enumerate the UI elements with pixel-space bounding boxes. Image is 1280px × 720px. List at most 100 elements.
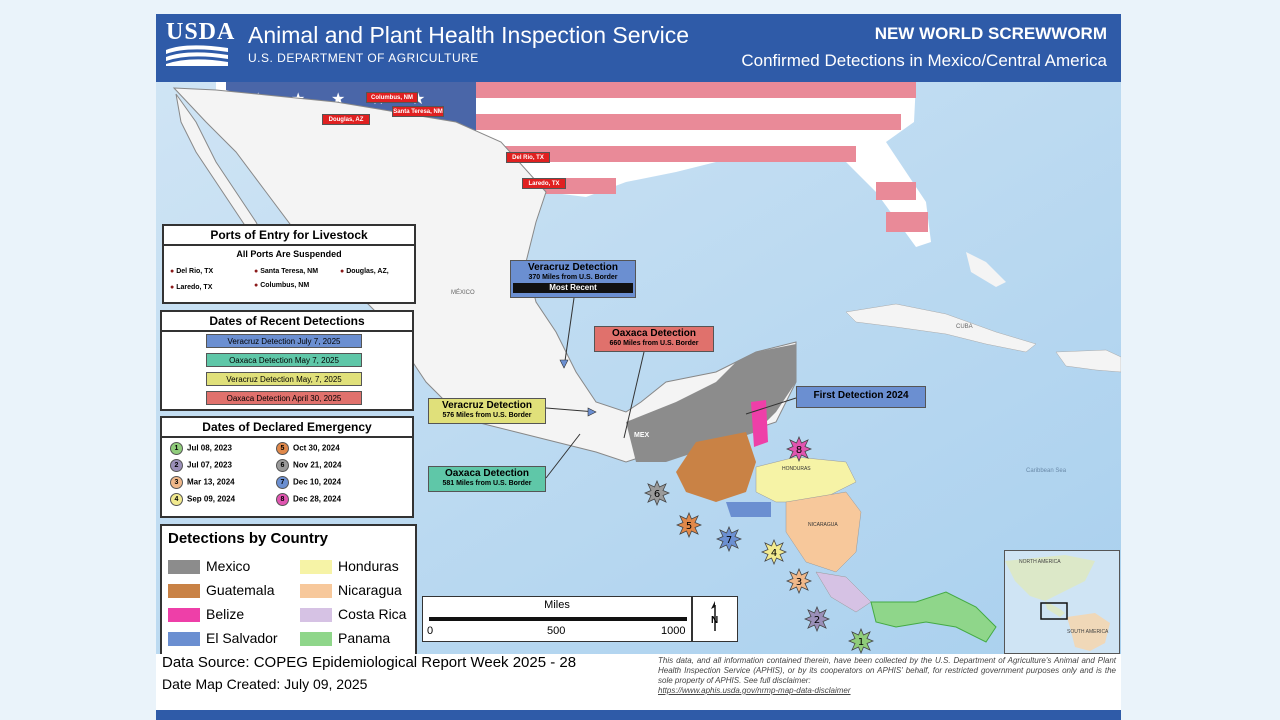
emergency-star-icon: 3 bbox=[170, 476, 183, 489]
port-douglas: ● Douglas, AZ, bbox=[340, 268, 389, 275]
map-label-mex: MEX bbox=[634, 432, 650, 439]
emergency-item: 1 Jul 08, 2023 bbox=[170, 442, 232, 455]
callout-veracruz-recent-sub: 370 Miles from U.S. Border bbox=[528, 274, 618, 281]
svg-text:4: 4 bbox=[771, 548, 777, 559]
country-swatch bbox=[168, 560, 200, 574]
callout-oaxaca-581: Oaxaca Detection 581 Miles from U.S. Bor… bbox=[428, 466, 546, 492]
port-columbus: ● Columbus, NM bbox=[254, 282, 310, 289]
svg-text:1: 1 bbox=[858, 637, 864, 648]
scale-tick-0: 0 bbox=[427, 625, 434, 637]
emergency-date: Nov 21, 2024 bbox=[293, 460, 342, 470]
department-name: U.S. DEPARTMENT OF AGRICULTURE bbox=[248, 51, 479, 65]
emergency-item: 3 Mar 13, 2024 bbox=[170, 476, 235, 489]
emergency-star-icon: 4 bbox=[170, 493, 183, 506]
north-arrow-icon bbox=[711, 601, 716, 631]
ports-status: All Ports Are Suspended bbox=[236, 249, 342, 259]
emergency-date: Dec 28, 2024 bbox=[293, 494, 342, 504]
country-label: Mexico bbox=[206, 558, 251, 574]
disclaimer-link[interactable]: https://www.aphis.usda.gov/nrmp-map-data… bbox=[658, 686, 851, 695]
country-legend-panel: Detections by Country Mexico Honduras Guat… bbox=[160, 524, 417, 658]
map-port-del-rio: Del Rio, TX bbox=[506, 152, 550, 163]
inset-map: NORTH AMERICA SOUTH AMERICA bbox=[1004, 550, 1120, 654]
emergency-star-marker: 5 bbox=[676, 512, 702, 538]
emergency-star-marker: 8 bbox=[786, 436, 812, 462]
emergency-date: Oct 30, 2024 bbox=[293, 443, 340, 453]
country-swatch bbox=[300, 584, 332, 598]
country-swatch bbox=[168, 632, 200, 646]
map-label-cuba: CUBA bbox=[956, 324, 973, 330]
scale-tick-500: 500 bbox=[547, 625, 566, 637]
emergency-title: Dates of Declared Emergency bbox=[162, 418, 412, 438]
map-label-caribbean: Caribbean Sea bbox=[1026, 468, 1067, 474]
emergency-star-icon: 6 bbox=[276, 459, 289, 472]
north-arrow: N bbox=[692, 596, 738, 642]
scale-bar: Miles 0 500 1000 bbox=[422, 596, 692, 642]
port-laredo-label: Laredo, TX bbox=[176, 284, 213, 291]
svg-text:7: 7 bbox=[726, 535, 732, 546]
emergency-star-icon: 8 bbox=[276, 493, 289, 506]
scale-title: Miles bbox=[544, 599, 570, 611]
usda-logo-text: USDA bbox=[166, 19, 236, 45]
header-bar: USDA Animal and Plant Health Inspection … bbox=[156, 14, 1121, 82]
inset-south-america: SOUTH AMERICA bbox=[1067, 629, 1109, 635]
svg-text:6: 6 bbox=[654, 489, 660, 500]
map-area: ★★★★★ ★★★ bbox=[156, 82, 1121, 658]
scale-line bbox=[429, 617, 687, 621]
emergency-item: 2 Jul 07, 2023 bbox=[170, 459, 232, 472]
emergency-date: Jul 08, 2023 bbox=[187, 443, 232, 453]
map-port-laredo: Laredo, TX bbox=[522, 178, 566, 189]
country-label: Nicaragua bbox=[338, 582, 402, 598]
callout-veracruz-576-sub: 576 Miles from U.S. Border bbox=[442, 412, 532, 419]
callout-first-detection-title: First Detection 2024 bbox=[813, 390, 909, 401]
data-source: Data Source: COPEG Epidemiological Repor… bbox=[162, 654, 577, 671]
emergency-star-marker: 6 bbox=[644, 480, 670, 506]
scale-tick-1000: 1000 bbox=[661, 625, 686, 637]
callout-oaxaca-581-title: Oaxaca Detection bbox=[445, 468, 529, 479]
country-label: Costa Rica bbox=[338, 606, 407, 622]
date-created: Date Map Created: July 09, 2025 bbox=[162, 676, 368, 692]
agency-name: Animal and Plant Health Inspection Servi… bbox=[248, 22, 690, 48]
map-title: NEW WORLD SCREWWORM bbox=[874, 24, 1107, 43]
disclaimer-text: This data, and all information contained… bbox=[658, 656, 1116, 685]
callout-oaxaca-581-sub: 581 Miles from U.S. Border bbox=[442, 480, 532, 487]
callout-veracruz-576-title: Veracruz Detection bbox=[441, 400, 533, 411]
country-label: Panama bbox=[338, 630, 391, 646]
ports-panel-title: Ports of Entry for Livestock bbox=[164, 226, 414, 246]
map-label-honduras: HONDURAS bbox=[782, 466, 811, 472]
callout-first-detection: First Detection 2024 bbox=[796, 386, 926, 408]
disclaimer: This data, and all information contained… bbox=[658, 656, 1116, 696]
callout-oaxaca-660: Oaxaca Detection 660 Miles from U.S. Bor… bbox=[594, 326, 714, 352]
country-swatch bbox=[168, 608, 200, 622]
svg-text:5: 5 bbox=[686, 521, 692, 532]
emergency-star-marker: 7 bbox=[716, 526, 742, 552]
country-label: El Salvador bbox=[206, 630, 278, 646]
inset-north-america: NORTH AMERICA bbox=[1019, 559, 1061, 565]
emergency-star-icon: 2 bbox=[170, 459, 183, 472]
emergency-star-marker: 3 bbox=[786, 568, 812, 594]
map-port-santa-teresa: Santa Teresa, NM bbox=[392, 106, 444, 117]
country-swatch bbox=[300, 608, 332, 622]
usda-logo: USDA bbox=[166, 19, 236, 72]
svg-text:2: 2 bbox=[814, 615, 820, 626]
port-douglas-label: Douglas, AZ, bbox=[346, 268, 389, 275]
recent-detections-panel: Dates of Recent Detections Veracruz Dete… bbox=[160, 310, 414, 411]
map-label-nicaragua: NICARAGUA bbox=[808, 522, 838, 528]
north-letter: N bbox=[711, 615, 719, 626]
emergency-item: 8 Dec 28, 2024 bbox=[276, 493, 341, 506]
map-port-columbus: Columbus, NM bbox=[366, 92, 418, 103]
ports-panel: Ports of Entry for Livestock All Ports A… bbox=[162, 224, 416, 304]
map-card: USDA Animal and Plant Health Inspection … bbox=[156, 14, 1121, 720]
callout-veracruz-recent-title: Veracruz Detection bbox=[527, 262, 619, 273]
inset-map-shapes bbox=[1005, 555, 1110, 651]
callout-veracruz-recent-tag: Most Recent bbox=[513, 283, 633, 293]
emergency-item: 4 Sep 09, 2024 bbox=[170, 493, 235, 506]
recent-detection-2: Oaxaca Detection May 7, 2025 bbox=[206, 353, 362, 367]
footer: Data Source: COPEG Epidemiological Repor… bbox=[156, 654, 1121, 720]
emergency-item: 7 Dec 10, 2024 bbox=[276, 476, 341, 489]
emergency-star-marker: 1 bbox=[848, 628, 874, 654]
country-legend-title: Detections by Country bbox=[168, 530, 329, 547]
country-label: Belize bbox=[206, 606, 245, 622]
port-del-rio: ● Del Rio, TX bbox=[170, 268, 214, 275]
callout-oaxaca-660-title: Oaxaca Detection bbox=[612, 328, 696, 339]
emergency-star-marker: 4 bbox=[761, 539, 787, 565]
